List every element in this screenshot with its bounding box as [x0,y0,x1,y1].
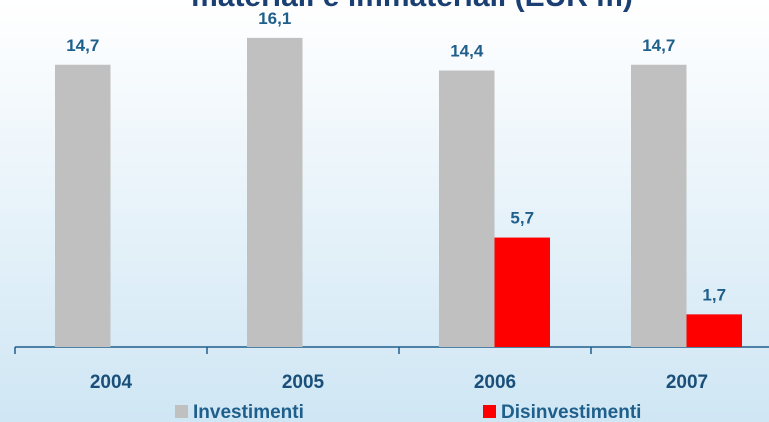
legend-swatch [175,405,188,418]
legend-label: Investimenti [193,402,304,422]
bar [55,64,111,347]
x-tick-label: 2005 [282,372,325,393]
data-label: 14,4 [450,42,484,61]
x-tick-label: 2007 [666,372,708,393]
bar [439,70,495,348]
data-label: 14,7 [66,36,99,55]
bar [631,64,687,347]
legend-swatch [483,405,496,418]
x-tick-label: 2006 [474,372,516,393]
data-label: 14,7 [642,36,675,55]
data-label: 1,7 [702,285,726,304]
chart-title: materiali e immateriali (EUR m) [191,0,633,13]
data-label: 5,7 [510,209,534,228]
bar [494,237,550,347]
data-label: 16,1 [258,9,291,28]
bar [247,37,303,347]
x-tick-label: 2004 [90,372,133,393]
legend-label: Disinvestimenti [501,402,641,422]
bar [686,314,742,347]
